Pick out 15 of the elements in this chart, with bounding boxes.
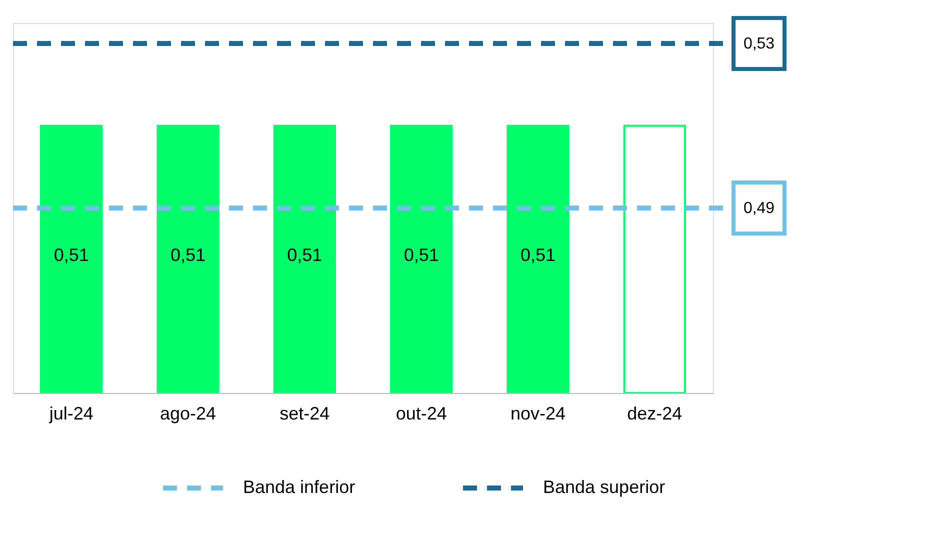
data-label: 0,51	[520, 244, 556, 265]
data-label: 0,51	[287, 244, 322, 265]
data-label: 0,51	[404, 244, 439, 265]
x-tick-label: dez-24	[627, 404, 682, 424]
ref-line-label: 0,53	[743, 36, 775, 53]
text: Banda superior	[543, 477, 666, 497]
text: Banda inferior	[243, 477, 356, 497]
data-label: 0,51	[54, 244, 89, 265]
ref-line-label: 0,49	[743, 200, 775, 217]
x-tick-label: ago-24	[160, 404, 216, 424]
x-tick-label: set-24	[280, 404, 330, 424]
x-tick-label: nov-24	[510, 404, 566, 424]
x-tick-label: out-24	[396, 404, 447, 424]
data-label: 0,51	[170, 244, 206, 265]
x-tick-label: jul-24	[48, 404, 94, 424]
